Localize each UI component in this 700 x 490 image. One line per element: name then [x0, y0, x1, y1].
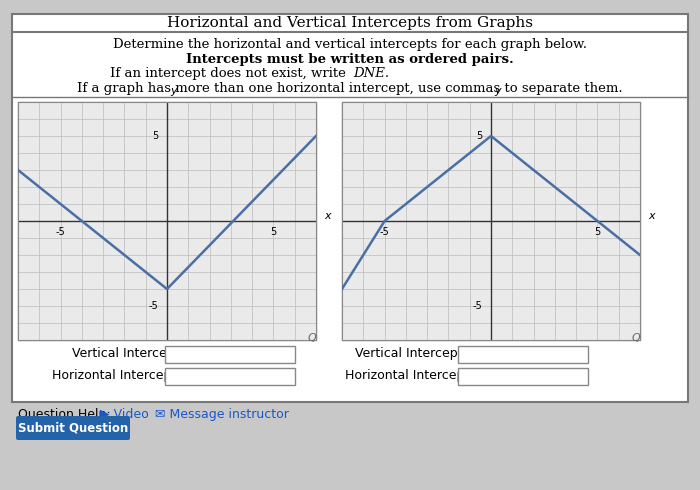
Text: -5: -5	[473, 301, 482, 311]
Text: Horizontal and Vertical Intercepts from Graphs: Horizontal and Vertical Intercepts from …	[167, 16, 533, 30]
FancyBboxPatch shape	[16, 416, 130, 440]
Text: 5: 5	[152, 131, 158, 141]
Text: Horizontal Intercepts:: Horizontal Intercepts:	[345, 369, 480, 383]
Text: -5: -5	[379, 226, 389, 237]
Text: y: y	[494, 85, 500, 96]
Text: Intercepts must be written as ordered pairs.: Intercepts must be written as ordered pa…	[186, 53, 514, 67]
Text: Q: Q	[307, 333, 316, 343]
Text: DNE.: DNE.	[353, 68, 389, 80]
Bar	[12, 14, 688, 402]
Bar	[342, 102, 640, 340]
Text: If a graph has more than one horizontal intercept, use commas to separate them.: If a graph has more than one horizontal …	[77, 82, 623, 96]
Text: y: y	[170, 85, 176, 96]
Bar	[458, 368, 588, 385]
Text: Question Help:: Question Help:	[18, 408, 111, 420]
Text: -5: -5	[56, 226, 65, 237]
Text: 5: 5	[476, 131, 482, 141]
Text: ▶ Video: ▶ Video	[100, 408, 148, 420]
Text: x: x	[648, 211, 655, 221]
Bar	[165, 346, 295, 363]
Text: Vertical Intercept:: Vertical Intercept:	[355, 347, 467, 361]
Text: Horizontal Intercepts:: Horizontal Intercepts:	[52, 369, 187, 383]
Text: Submit Question: Submit Question	[18, 421, 128, 435]
Text: Vertical Intercept:: Vertical Intercept:	[72, 347, 183, 361]
Text: ✉ Message instructor: ✉ Message instructor	[155, 408, 289, 420]
Text: 5: 5	[594, 226, 601, 237]
Text: Determine the horizontal and vertical intercepts for each graph below.: Determine the horizontal and vertical in…	[113, 39, 587, 51]
Text: 5: 5	[270, 226, 276, 237]
Text: If an intercept does not exist, write: If an intercept does not exist, write	[110, 68, 350, 80]
Text: Q: Q	[631, 333, 640, 343]
Bar	[458, 346, 588, 363]
Text: -5: -5	[148, 301, 158, 311]
Bar	[18, 102, 316, 340]
Bar	[165, 368, 295, 385]
Text: x: x	[325, 211, 331, 221]
